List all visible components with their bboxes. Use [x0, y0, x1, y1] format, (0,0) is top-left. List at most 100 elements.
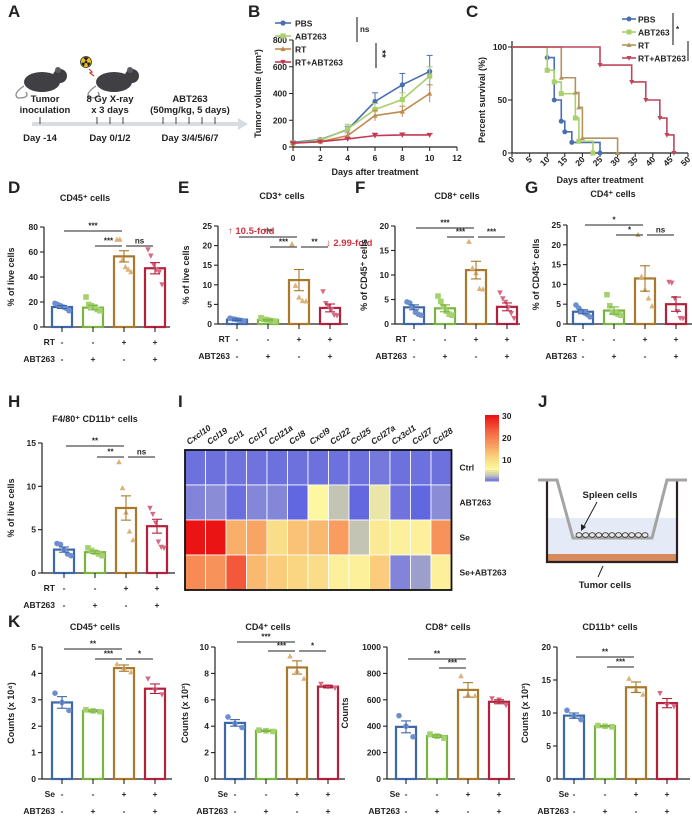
censor-point — [551, 97, 557, 103]
y-axis-label: Percent survival (%) — [477, 57, 487, 143]
condition-symbol: + — [264, 806, 269, 816]
significance-label: *** — [456, 228, 466, 237]
significance-label: *** — [88, 222, 98, 231]
data-point — [57, 541, 64, 548]
censor-point — [643, 98, 649, 103]
colorbar-segment — [485, 419, 499, 423]
chart-tumor-volume: 0 200 400 600 800 0 2 4 6 8 10 12 Days after treatme… — [253, 17, 462, 177]
condition-symbol: + — [328, 334, 333, 344]
condition-symbol: + — [153, 354, 158, 364]
condition-symbol: - — [467, 806, 470, 816]
x-tick-label: 12 — [452, 153, 462, 163]
censor-point — [558, 91, 564, 97]
data-point — [332, 685, 338, 691]
significance-label: ** — [92, 437, 99, 446]
condition-symbol: - — [613, 334, 616, 344]
colorbar-segment — [485, 437, 499, 440]
condition-symbol: - — [436, 789, 439, 799]
y-tick-label: 2 — [204, 748, 209, 758]
data-point — [604, 291, 610, 298]
data-point — [435, 293, 441, 299]
censor-point — [615, 150, 621, 155]
condition-symbol: + — [505, 334, 510, 344]
data-point — [476, 285, 483, 291]
panel-letter-d: D — [8, 178, 21, 197]
y-tick-label: 0 — [31, 774, 36, 784]
heatmap-cell — [430, 484, 452, 521]
heatmap-cell — [246, 449, 268, 486]
y-tick-label: 10 — [380, 270, 390, 280]
y-tick-label: 0 — [282, 142, 287, 152]
significance-label: *** — [263, 228, 273, 237]
condition-symbol: + — [612, 351, 617, 361]
colorbar-segment — [485, 454, 499, 458]
colorbar-segment — [485, 445, 499, 449]
condition-symbol: + — [435, 806, 440, 816]
significance-label: *** — [261, 633, 271, 642]
y-tick-label: 3 — [31, 695, 36, 705]
data-point — [626, 675, 632, 681]
event-title-1b: inoculation — [20, 105, 71, 116]
spleen-cell — [588, 532, 596, 538]
chart-cd3-percent: CD3⁺ cells 0 5 10 15 20 25 % of live cells - - - + +… — [181, 191, 373, 361]
heatmap-cell — [184, 484, 206, 521]
x-tick-label: 0 — [506, 154, 517, 165]
data-point — [372, 98, 378, 105]
data-point — [399, 132, 405, 138]
x-tick-label: 4 — [345, 153, 350, 163]
colorbar-segment — [485, 426, 499, 429]
timeline-ticks — [39, 117, 216, 124]
data-point — [607, 302, 613, 309]
panel-letter-i: I — [178, 392, 183, 411]
heatmap-cell — [410, 484, 432, 521]
colorbar-segment — [485, 430, 499, 434]
y-tick-label: 0 — [546, 774, 551, 784]
spleen-cell — [635, 532, 642, 538]
censor-point — [590, 150, 596, 156]
x-tick-label: 6 — [373, 153, 378, 163]
panel-letter-b: B — [248, 2, 261, 21]
heatmap-cell — [287, 449, 309, 486]
condition-symbol: - — [405, 789, 408, 799]
colorbar-tick-label: 30 — [502, 411, 512, 421]
event-title-2b: x 3 days — [91, 105, 129, 116]
heatmap-column-label: Ccl22 — [328, 425, 353, 446]
condition-row-label: ABT263 — [23, 806, 55, 816]
y-tick-label: 800 — [273, 35, 287, 45]
x-tick-label: 10 — [538, 154, 552, 168]
data-point — [609, 309, 616, 315]
legend-marker — [626, 29, 632, 35]
y-tick-label: 10 — [200, 642, 210, 652]
data-point — [345, 132, 351, 138]
legend-marker — [280, 20, 286, 26]
significance-label: ** — [107, 448, 114, 457]
condition-symbol: - — [405, 806, 408, 816]
heatmap-cell — [205, 554, 227, 591]
condition-symbol: + — [122, 337, 127, 347]
legend-label: ABT263 — [295, 32, 327, 42]
x-tick-label: 20 — [573, 154, 587, 168]
condition-symbol: + — [674, 334, 679, 344]
spleen-cell — [582, 532, 589, 538]
y-axis-label: Counts (x 10³) — [520, 683, 530, 743]
y-tick-label: 400 — [273, 89, 287, 99]
heatmap-cell — [328, 554, 350, 591]
y-tick-label: 4 — [31, 668, 36, 678]
x-tick-label: 30 — [608, 154, 622, 168]
censor-point — [562, 129, 568, 135]
spleen-cell — [575, 532, 583, 538]
condition-symbol: + — [665, 806, 670, 816]
colorbar-segment — [485, 432, 499, 436]
bar — [143, 267, 167, 329]
data-point — [680, 316, 686, 322]
data-point — [225, 714, 231, 720]
heatmap-cell — [184, 449, 206, 486]
data-point — [320, 289, 326, 295]
x-tick-label: 8 — [400, 153, 405, 163]
heatmap-cell — [225, 484, 247, 521]
heatmap-cell — [410, 449, 432, 486]
heatmap-row-label: Se+ABT263 — [460, 568, 507, 578]
y-axis-label: Counts (x 10⁴) — [6, 682, 16, 743]
condition-symbol: - — [413, 351, 416, 361]
heatmap-cell — [184, 554, 206, 591]
